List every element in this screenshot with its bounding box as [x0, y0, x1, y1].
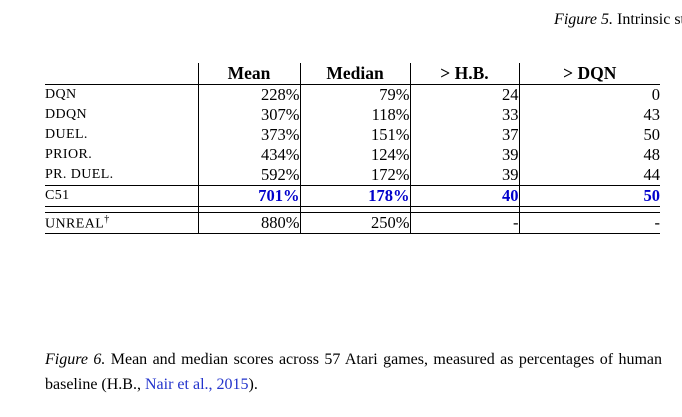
table-row-ddqn: DDQN 307% 118% 33 43: [45, 105, 660, 125]
cell-hb: 39: [409, 165, 519, 186]
cell-mean: 434%: [197, 145, 300, 165]
cell-mean: 228%: [197, 84, 300, 105]
cell-median: 250%: [299, 212, 410, 234]
row-label-text: UNREAL: [45, 216, 105, 232]
table-row-dqn: DQN 228% 79% 24 0: [45, 84, 660, 105]
header-mean: Mean: [197, 63, 300, 85]
cell-dqn: 43: [518, 105, 660, 125]
header-hb: > H.B.: [409, 63, 519, 85]
cell-median: 124%: [299, 145, 410, 165]
figure5-caption: Figure 5. Intrinsic st: [554, 11, 682, 29]
figure6-text-after: ).: [248, 375, 258, 393]
header-row: Mean Median > H.B. > DQN: [45, 63, 660, 85]
figure6-caption: Figure 6. Mean and median scores across …: [45, 348, 662, 397]
cell-dqn: -: [518, 212, 660, 234]
cell-mean: 592%: [197, 165, 300, 186]
row-label: PR. DUEL.: [45, 167, 114, 182]
table-row-prior: PRIOR. 434% 124% 39 48: [45, 145, 660, 165]
figure6-text-before: Mean and median scores across 57 Atari g…: [45, 351, 663, 393]
header-median: Median: [299, 63, 410, 85]
cell-median: 178%: [299, 185, 410, 207]
cell-mean: 701%: [197, 185, 300, 207]
table-row-unreal: UNREAL† 880% 250% - -: [45, 212, 660, 234]
table-row-duel: DUEL. 373% 151% 37 50: [45, 125, 660, 145]
cell-dqn: 0: [518, 84, 660, 105]
cell-hb: 40: [409, 185, 519, 207]
cell-median: 118%: [299, 105, 410, 125]
cell-hb: -: [409, 212, 519, 234]
cell-hb: 33: [409, 105, 519, 125]
row-label: C51: [45, 185, 198, 207]
dagger-superscript: †: [104, 213, 110, 225]
results-table: Mean Median > H.B. > DQN DQN 228% 79% 24…: [45, 63, 660, 234]
cell-dqn: 44: [518, 165, 660, 186]
figure5-text: Intrinsic st: [613, 11, 682, 28]
row-label: DDQN: [45, 107, 88, 122]
rule-gap-row: [45, 206, 660, 213]
figure6-label: Figure 6.: [45, 351, 106, 368]
cell-median: 172%: [299, 165, 410, 186]
cell-hb: 24: [409, 84, 519, 105]
row-label: PRIOR.: [45, 147, 93, 162]
row-label: UNREAL†: [45, 212, 198, 234]
cell-median: 79%: [299, 84, 410, 105]
cell-mean: 373%: [197, 125, 300, 145]
cell-dqn: 50: [518, 125, 660, 145]
header-empty: [45, 63, 198, 85]
table-row-c51: C51 701% 178% 40 50: [45, 185, 660, 207]
cell-hb: 39: [409, 145, 519, 165]
table-row-pr-duel: PR. DUEL. 592% 172% 39 44: [45, 165, 660, 186]
row-label: DQN: [45, 87, 77, 102]
cell-dqn: 48: [518, 145, 660, 165]
cell-dqn: 50: [518, 185, 660, 207]
row-label: DUEL.: [45, 127, 88, 142]
cell-mean: 880%: [197, 212, 300, 234]
citation-link-nair-2015[interactable]: Nair et al., 2015: [144, 375, 249, 393]
cell-hb: 37: [409, 125, 519, 145]
header-dqn: > DQN: [518, 63, 660, 85]
cell-median: 151%: [299, 125, 410, 145]
cell-mean: 307%: [197, 105, 300, 125]
figure5-label: Figure 5.: [554, 11, 613, 28]
